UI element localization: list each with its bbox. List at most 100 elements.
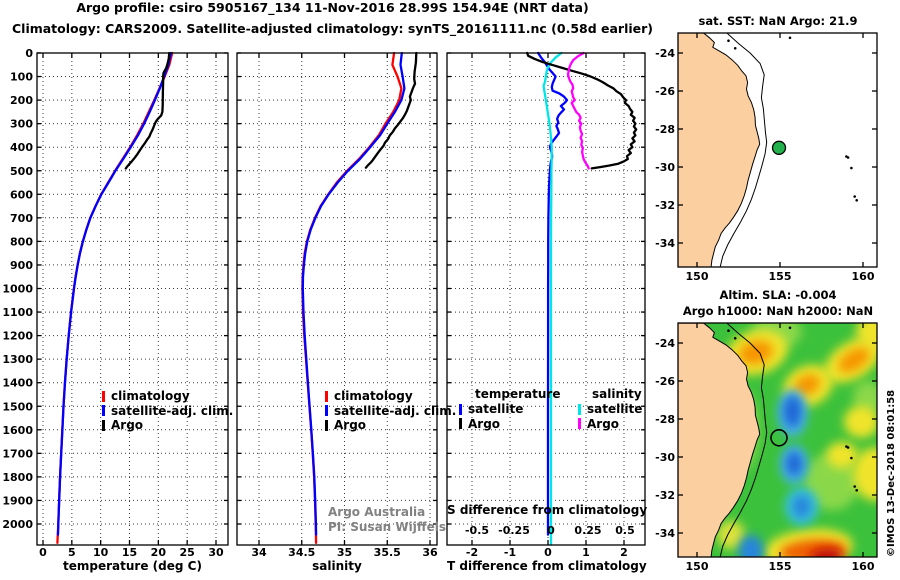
annotation-line1: Argo Australia — [328, 505, 426, 519]
argo-line-swatch — [102, 419, 105, 431]
depth-tick-label: 1300 — [2, 353, 33, 366]
x-tick-label: 0 — [39, 546, 47, 559]
curve-Argo — [124, 51, 171, 170]
x-tick-label: 15 — [122, 546, 137, 559]
lat-tick-label: -24 — [655, 47, 675, 60]
island-dot — [788, 326, 792, 330]
legend-item-argo: Argo — [102, 418, 233, 433]
depth-tick-label: 700 — [10, 212, 33, 225]
lat-tick-label: -30 — [655, 451, 675, 464]
legend-diff-temperature: temperature satellite Argo — [459, 387, 560, 431]
shelf-contour — [719, 323, 768, 557]
legend-item-argo: Argo — [578, 417, 642, 432]
sla-anomaly-blob — [794, 374, 821, 396]
legend-item-climatology: climatology — [325, 389, 456, 404]
island-dot — [850, 166, 853, 170]
x-tick-label: 0 — [544, 546, 552, 559]
legend-label: climatology — [111, 389, 190, 404]
lon-tick-label: 150 — [686, 270, 709, 283]
x-tick-label: 25 — [180, 546, 195, 559]
lat-tick-label: -32 — [655, 489, 675, 502]
depth-tick-label: 600 — [10, 188, 33, 201]
depth-tick-label: 2000 — [2, 518, 33, 531]
s-satellite-line-swatch — [578, 403, 581, 415]
lat-tick-label: -34 — [655, 527, 675, 540]
lat-tick-label: -30 — [655, 161, 675, 174]
depth-tick-label: 1600 — [2, 424, 33, 437]
t-argo-line-swatch — [459, 418, 462, 430]
island-dot — [727, 329, 730, 333]
sla-map-title-line2: Argo h1000: NaN h2000: NaN — [682, 304, 874, 318]
sla-anomaly-blob — [826, 441, 859, 469]
legend-item-satellite-clim: satellite-adj. clim. — [102, 404, 233, 419]
lon-tick-label: 150 — [686, 560, 709, 573]
australia-landmass — [678, 33, 761, 267]
lon-tick-label: 160 — [852, 270, 875, 283]
imos-watermark: ©IMOS 13-Dec-2018 08:01:58 — [886, 389, 897, 557]
depth-tick-label: 1500 — [2, 400, 33, 413]
s-tick-label: 0.25 — [574, 524, 601, 537]
lon-tick-label: 155 — [769, 560, 792, 573]
depth-tick-label: 1200 — [2, 330, 33, 343]
sla-anomaly-blob — [853, 447, 877, 501]
lat-tick-label: -34 — [655, 237, 675, 250]
shelf-contour — [719, 33, 768, 267]
lon-tick-label: 155 — [769, 270, 792, 283]
depth-tick-label: 100 — [10, 71, 33, 84]
s-tick-label: -0.25 — [498, 524, 530, 537]
s-tick-label: 0.5 — [615, 524, 635, 537]
sst-map-title: sat. SST: NaN Argo: 21.9 — [698, 14, 858, 28]
legend-item-argo: Argo — [459, 417, 560, 432]
legend-label: satellite-adj. clim. — [111, 403, 234, 418]
island-dot — [853, 485, 856, 488]
figure-title-line2: Climatology: CARS2009. Satellite-adjuste… — [11, 21, 654, 36]
argo-float-marker — [770, 429, 788, 447]
lon-tick-label: 160 — [852, 560, 875, 573]
sla-anomaly-blob — [716, 520, 746, 550]
lat-tick-label: -26 — [655, 375, 675, 388]
legend-header: salinity — [592, 387, 642, 401]
depth-tick-label: 400 — [10, 141, 33, 154]
s-tick-label: 0 — [547, 524, 555, 537]
sla-anomaly-blob — [843, 405, 877, 438]
depth-tick-label: 0 — [25, 47, 33, 60]
curve-T-satellite-diff — [536, 51, 569, 536]
sla-anomaly-blob — [838, 347, 870, 373]
x-tick-label: 10 — [93, 546, 109, 559]
legend-item-argo: Argo — [325, 418, 456, 433]
depth-tick-label: 200 — [10, 94, 33, 107]
curve-Argo — [364, 51, 418, 169]
lat-tick-label: -26 — [655, 85, 675, 98]
s-argo-line-swatch — [578, 418, 581, 430]
curve-S-Argo-diff — [566, 51, 590, 170]
salinity-axis-label: salinity — [312, 559, 362, 573]
sla-anomaly-blob — [738, 535, 764, 557]
depth-tick-label: 800 — [10, 235, 33, 248]
sla-map-title-line1: Altim. SLA: -0.004 — [719, 288, 837, 302]
island-dot — [855, 199, 858, 202]
x-tick-label: 30 — [208, 546, 224, 559]
curve-T-Argo-diff — [525, 51, 638, 170]
depth-tick-label: 1900 — [2, 494, 33, 507]
legend-salinity-panel: climatology satellite-adj. clim. Argo — [325, 389, 456, 433]
lat-tick-label: -28 — [655, 123, 675, 136]
island-dot — [733, 47, 737, 50]
t-satellite-line-swatch — [459, 403, 462, 415]
legend-header: temperature — [475, 387, 561, 401]
legend-temperature-panel: climatology satellite-adj. clim. Argo — [102, 389, 233, 433]
depth-tick-label: 1800 — [2, 471, 33, 484]
s-tick-label: -0.5 — [465, 524, 489, 537]
depth-tick-label: 1400 — [2, 377, 33, 390]
sla-anomaly-blob — [792, 495, 811, 518]
island-dot — [853, 195, 856, 198]
argo-line-swatch — [325, 419, 328, 431]
depth-tick-label: 1000 — [2, 283, 33, 296]
temperature-axis-label: temperature (deg C) — [63, 559, 202, 573]
curve-satellite-adj-clim — [301, 51, 406, 536]
map-frame — [677, 32, 878, 268]
x-tick-label: 34 — [251, 546, 267, 559]
map-frame — [677, 322, 878, 558]
x-tick-label: -1 — [504, 546, 516, 559]
